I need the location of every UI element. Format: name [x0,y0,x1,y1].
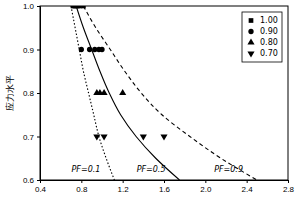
tick-label: 0.8 [76,185,88,194]
tick-mark [37,137,40,138]
axis-line [37,7,41,181]
chart: 0.4 0.8 1.2 1.6 2.0 2.4 2.8 0.6 0.7 0.8 0.9 1.0 PF=0… [0,0,300,200]
legend-marker [247,38,254,44]
tick-label: 1.0 [23,2,35,11]
tick-label: 0.4 [35,185,47,194]
point [101,89,108,95]
curve-label: PF=0.1 [72,165,101,174]
legend: 1.00 0.90 0.80 0.70 [242,12,282,62]
tick-mark [164,180,165,183]
tick: 0.9 [23,46,40,55]
tick-label: 2.4 [242,185,254,194]
labels: PF=0.1 PF=0.5 PF=0.9 [72,165,243,174]
point [99,47,104,52]
legend-marker [249,18,254,23]
plot: 0.4 0.8 1.2 1.6 2.0 2.4 2.8 0.6 0.7 0.8 0.9 1.0 PF=0… [23,2,295,194]
axis-line [41,181,289,184]
tick: 1.6 [159,180,171,194]
tick-mark [247,180,248,183]
tick: 0.7 [23,133,40,142]
point [160,134,167,140]
curve [71,6,114,180]
curve-label: PF=0.9 [214,165,243,174]
tick-label: 1.2 [118,185,130,194]
tick-mark [37,180,40,181]
point [101,134,108,140]
legend-marker [247,51,254,57]
tick-label: 0.6 [23,176,35,185]
curve [83,6,257,180]
legend-label: 1.00 [260,16,278,25]
curve-label: PF=0.5 [137,165,166,174]
tick: 2.8 [283,180,295,194]
tick: 1.0 [23,2,40,11]
point [140,134,147,140]
legend-box [242,12,282,62]
tick-label: 0.8 [23,89,35,98]
legend-label: 0.80 [260,38,278,47]
tick: 0.4 [35,180,47,194]
tick-label: 2.8 [283,185,295,194]
tick: 1.2 [118,180,130,194]
curve [76,6,179,180]
tick-mark [205,180,206,183]
x-axis: 0.4 0.8 1.2 1.6 2.0 2.4 2.8 [35,180,295,194]
tick: 0.8 [23,89,40,98]
point [77,6,82,8]
tick-mark [288,180,289,183]
legend-label: 0.70 [260,49,278,58]
tick: 2.4 [242,180,254,194]
legend-label: 0.90 [260,27,278,36]
legend-marker [248,29,253,34]
tick-label: 1.6 [159,185,171,194]
tick-label: 0.9 [23,46,35,55]
tick-mark [37,93,40,94]
tick-label: 2.0 [200,185,212,194]
tick-mark [81,180,82,183]
tick-mark [37,6,40,7]
marks [71,6,257,180]
point [119,89,126,95]
tick-label: 0.7 [23,133,35,142]
tick-mark [37,50,40,51]
y-axis-title: 应力水平 [5,75,15,111]
tick: 2.0 [200,180,212,194]
plot-frame [40,6,288,180]
tick: 0.6 [23,176,40,185]
tick-mark [123,180,124,183]
y-axis: 0.6 0.7 0.8 0.9 1.0 [23,2,41,185]
tick: 0.8 [76,180,88,194]
